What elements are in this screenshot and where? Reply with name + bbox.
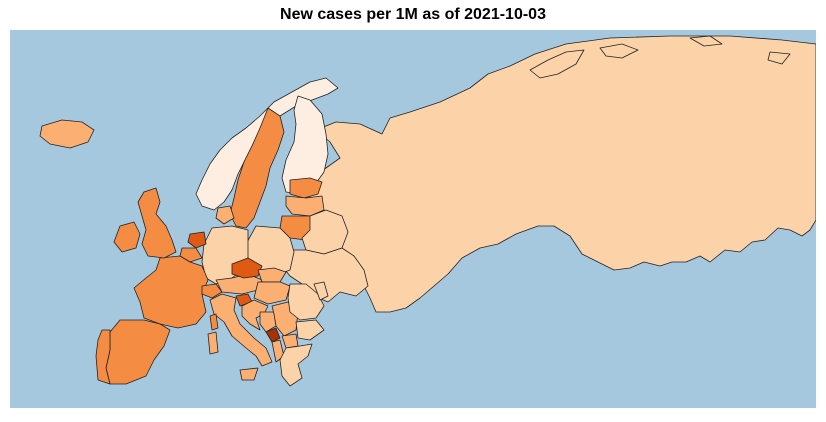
country-iceland[interactable] (39, 119, 95, 149)
country-montenegro[interactable] (265, 327, 281, 343)
country-czechia[interactable] (231, 257, 263, 279)
country-sicily[interactable] (239, 367, 259, 381)
country-hungary[interactable] (253, 281, 291, 305)
map-title: New cases per 1M as of 2021-10-03 (280, 6, 546, 23)
country-ireland[interactable] (113, 221, 141, 253)
country-corsica[interactable] (209, 313, 219, 331)
country-slovakia[interactable] (257, 267, 287, 283)
country-croatia[interactable] (241, 299, 269, 331)
country-switzerland[interactable] (201, 283, 223, 299)
country-russia-islands (529, 35, 791, 79)
country-belgium[interactable] (179, 247, 203, 263)
country-france[interactable] (133, 255, 209, 329)
country-ukraine[interactable] (281, 247, 369, 303)
country-denmark[interactable] (215, 205, 235, 225)
country-portugal[interactable] (95, 329, 111, 385)
country-romania[interactable] (287, 283, 325, 321)
country-sardinia[interactable] (207, 331, 219, 355)
country-bulgaria[interactable] (295, 319, 325, 341)
country-netherlands[interactable] (187, 231, 207, 249)
country-bosnia[interactable] (259, 311, 277, 333)
country-moldova[interactable] (313, 281, 329, 301)
country-greece[interactable] (279, 343, 313, 387)
choropleth-map (10, 30, 816, 408)
country-russia[interactable] (309, 35, 816, 313)
country-uk[interactable] (137, 187, 177, 259)
country-estonia[interactable] (289, 177, 323, 199)
country-italy[interactable] (209, 293, 273, 367)
country-sweden[interactable] (229, 107, 285, 229)
